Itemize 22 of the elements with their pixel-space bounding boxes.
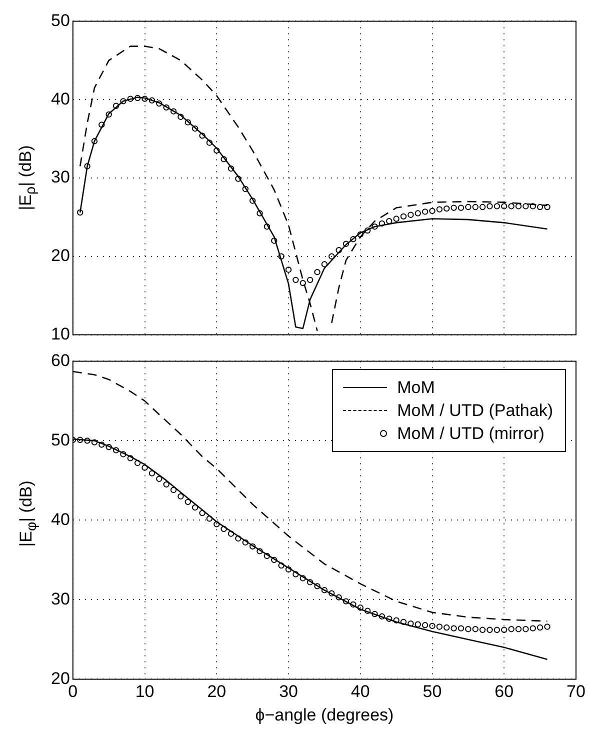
- y-tick-label: 40: [50, 510, 70, 529]
- y-tick-label: 40: [50, 89, 70, 108]
- legend-label: MoM / UTD (mirror): [397, 424, 544, 444]
- x-tick-label: 50: [422, 682, 442, 702]
- y-tick-label: 30: [50, 589, 70, 608]
- x-tick-label: 70: [566, 682, 586, 702]
- x-axis-title: ϕ−angle (degrees): [255, 705, 394, 724]
- x-tick-label: 20: [207, 682, 226, 702]
- x-tick-label: 30: [279, 682, 298, 702]
- x-tick-label: 0: [68, 682, 78, 702]
- y-tick-label: 20: [50, 668, 70, 688]
- y-tick-label: 10: [50, 324, 70, 344]
- x-tick-label: 60: [494, 682, 514, 702]
- y-tick-label: 20: [50, 246, 70, 266]
- y-tick-label: 30: [50, 168, 70, 187]
- legend-label: MoM: [397, 378, 435, 398]
- x-tick-label: 10: [135, 682, 154, 702]
- y-tick-label: 60: [50, 350, 70, 370]
- x-tick-label: 40: [350, 682, 370, 702]
- legend-label: MoM / UTD (Pathak): [397, 400, 553, 421]
- y-tick-label: 50: [50, 10, 70, 30]
- y-tick-label: 50: [50, 430, 70, 450]
